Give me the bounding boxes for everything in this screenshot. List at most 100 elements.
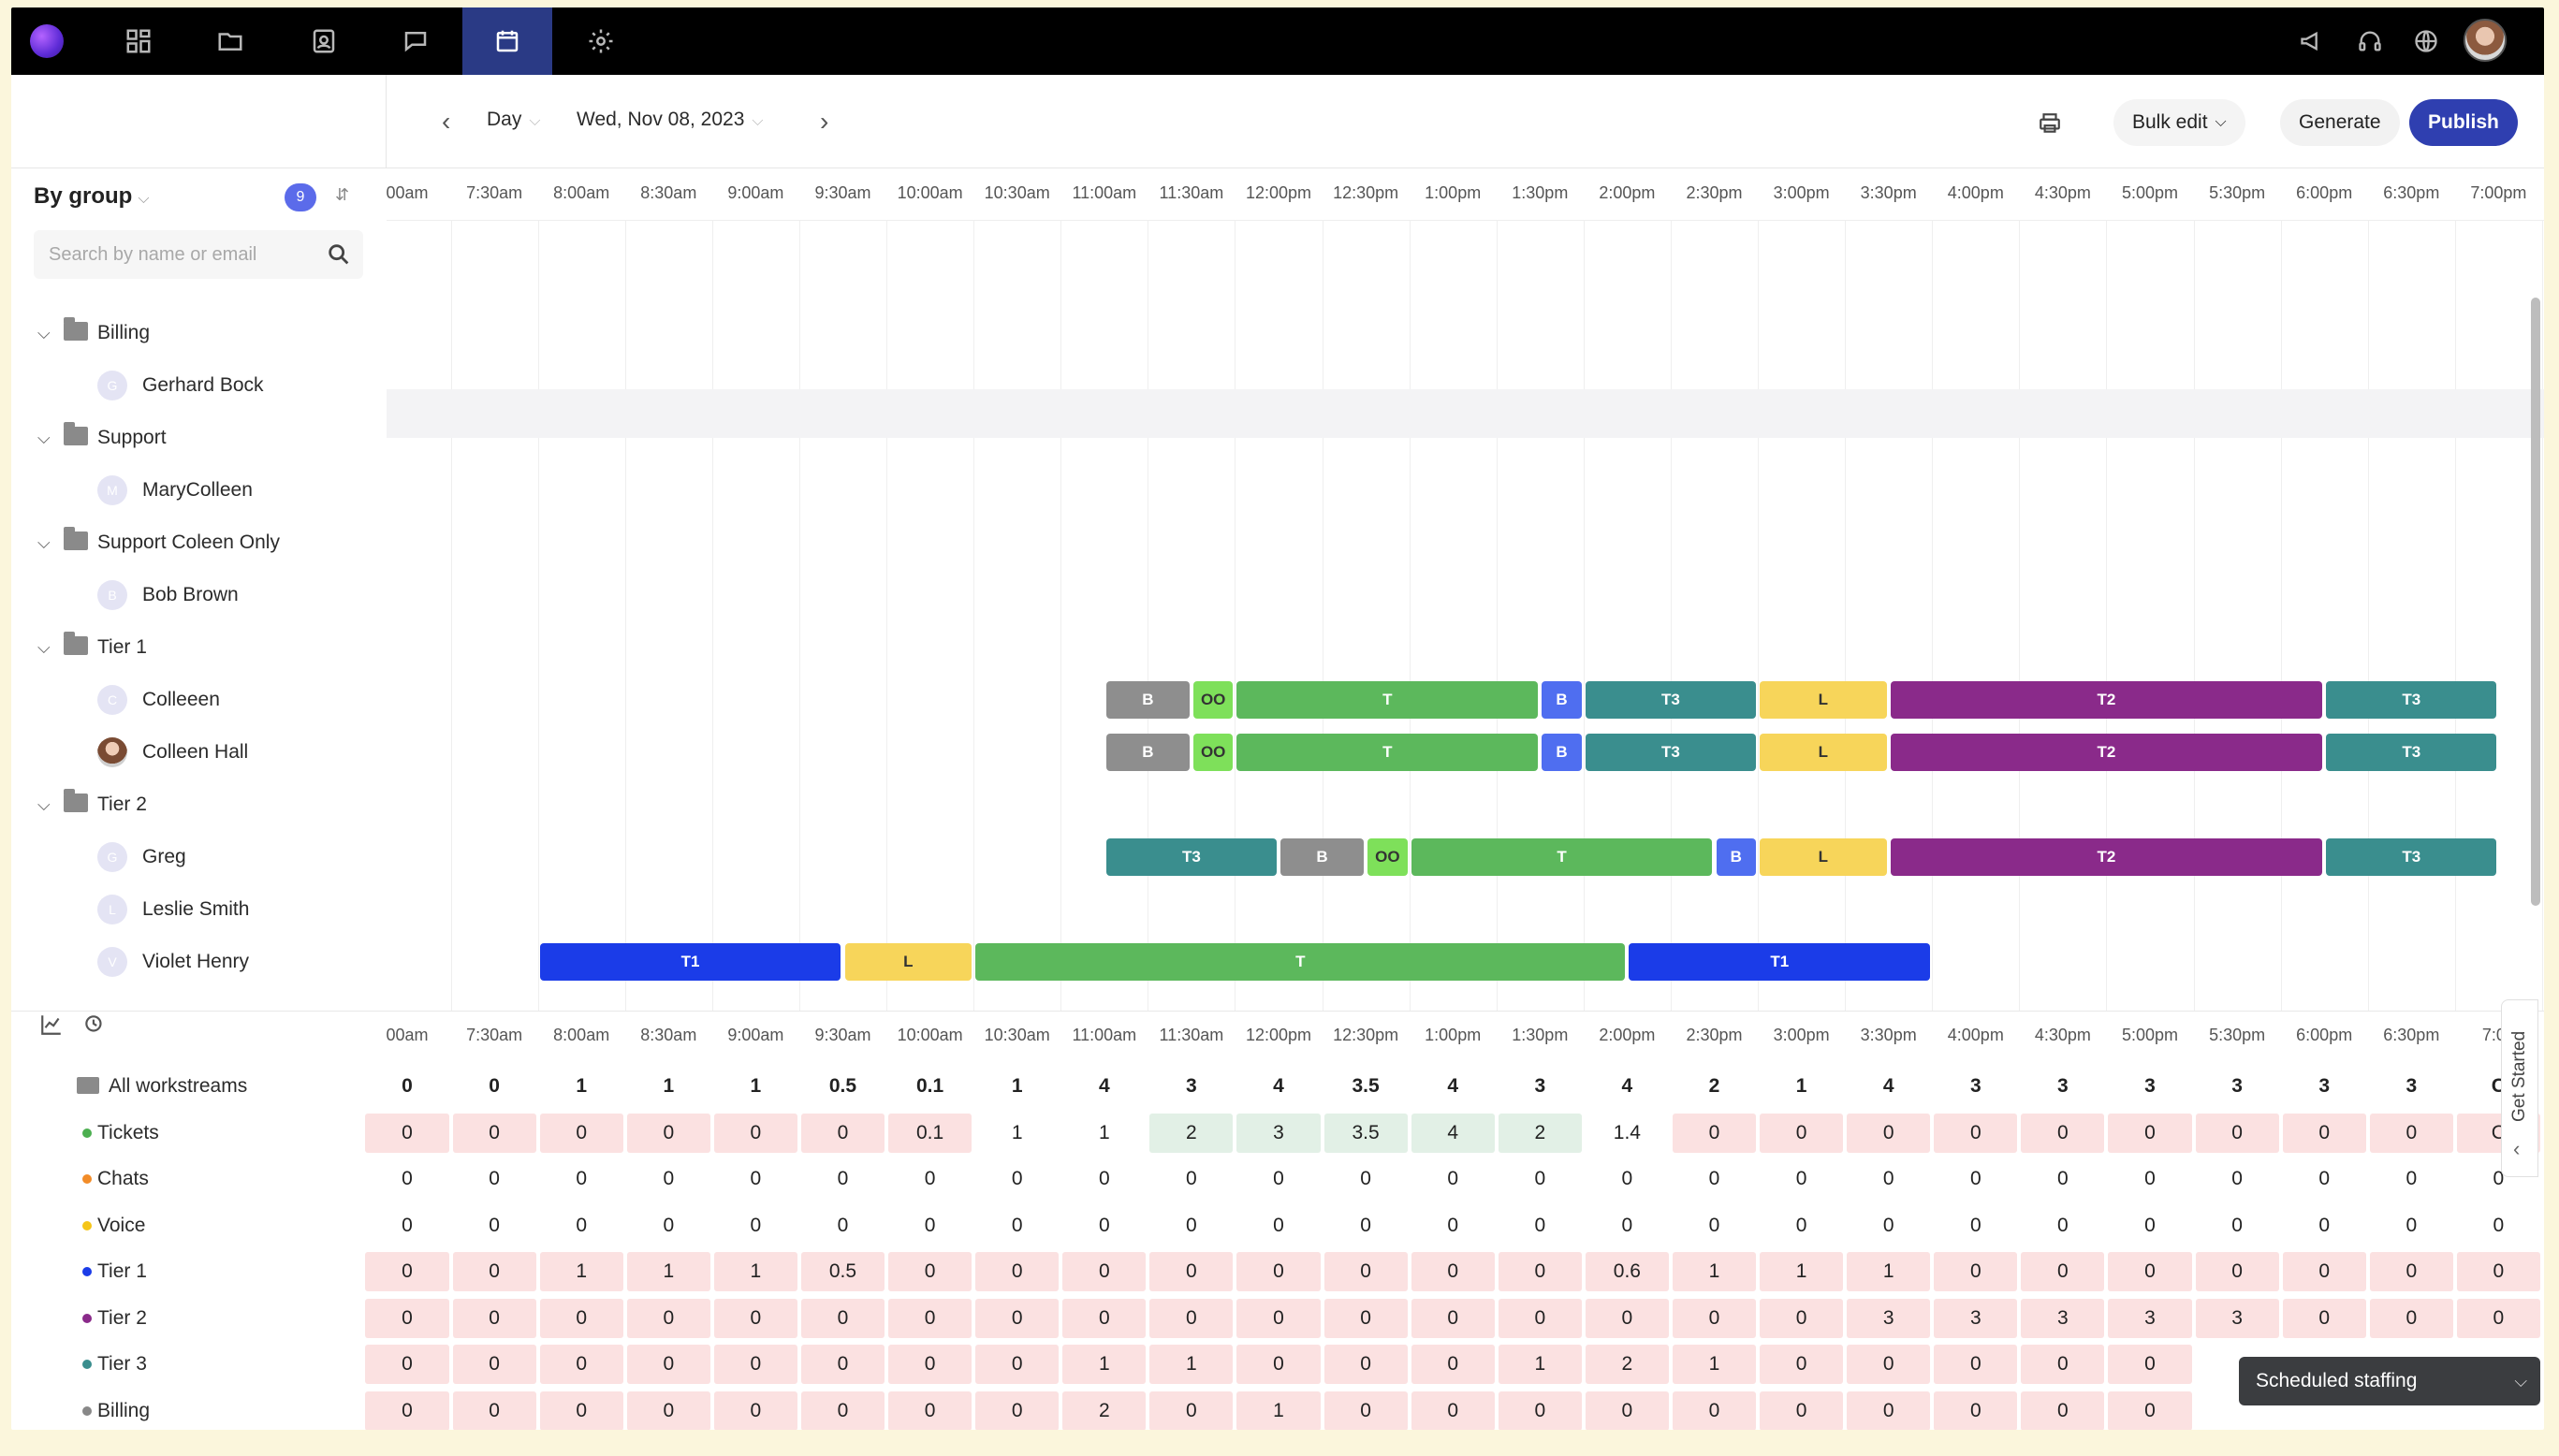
tree-person-row[interactable]: Colleen Hall [11, 726, 386, 779]
group-by-dropdown[interactable]: By group ⌵ [34, 183, 149, 210]
shift-block[interactable]: L [844, 943, 972, 981]
publish-button[interactable]: Publish [2409, 99, 2518, 146]
time-label: 2:00pm [1599, 1026, 1656, 1044]
generate-button[interactable]: Generate [2280, 99, 2400, 146]
shift-block[interactable]: T1 [1629, 943, 1931, 981]
bulk-edit-button[interactable]: Bulk edit ⌵ [2113, 99, 2245, 146]
shift-block[interactable]: T2 [1890, 681, 2323, 719]
scheduled-staffing-select[interactable]: Scheduled staffing ⌵ [2239, 1357, 2540, 1405]
shift-block[interactable]: B [1280, 838, 1365, 876]
tree-group-row[interactable]: ⌵ Tier 2 [11, 779, 386, 831]
shift-block[interactable]: B [1716, 838, 1757, 876]
staffing-cell: 0 [1062, 1298, 1147, 1338]
dashboard-icon[interactable] [94, 7, 183, 75]
shift-block[interactable]: OO [1367, 838, 1408, 876]
search-icon[interactable] [326, 241, 352, 268]
collapse-all-icon[interactable]: ⇵ [335, 185, 350, 204]
shift-block[interactable]: OO [1192, 681, 1234, 719]
staffing-cell: 0 [1847, 1345, 1931, 1384]
shift-block[interactable]: L [1760, 838, 1887, 876]
shift-block[interactable]: B [1105, 681, 1190, 719]
tree-person-row[interactable]: C Colleeen [11, 674, 386, 726]
scheduled-staffing-label: Scheduled staffing [2256, 1370, 2418, 1391]
shift-block[interactable]: T [1236, 734, 1539, 771]
time-label: 00am [387, 183, 429, 202]
generate-label: Generate [2299, 111, 2381, 133]
shift-block[interactable]: B [1105, 734, 1190, 771]
tree-group-row[interactable]: ⌵ Support [11, 412, 386, 464]
shift-block[interactable]: T [1411, 838, 1713, 876]
tree-person-row[interactable]: G Gerhard Bock [11, 359, 386, 412]
staffing-cell: 3 [2057, 1075, 2069, 1097]
megaphone-icon[interactable] [2295, 24, 2329, 58]
headset-icon[interactable] [2353, 24, 2387, 58]
staffing-cell: 0 [1760, 1345, 1844, 1384]
staffing-cell: 3.5 [1323, 1113, 1408, 1153]
contacts-icon[interactable] [279, 7, 369, 75]
view-mode-select[interactable]: Day ⌵ [487, 109, 541, 131]
shift-block[interactable]: B [1542, 681, 1582, 719]
date-picker-select[interactable]: Wed, Nov 08, 2023 ⌵ [577, 109, 764, 131]
staffing-cell: 0 [626, 1390, 710, 1430]
time-label: 4:30pm [2034, 183, 2091, 202]
shift-block[interactable]: T2 [1890, 838, 2323, 876]
next-day-chevron-icon[interactable]: › [820, 107, 829, 136]
user-avatar[interactable] [2464, 19, 2507, 62]
shift-block[interactable]: L [1760, 734, 1887, 771]
folder-icon[interactable] [185, 7, 275, 75]
staffing-cell: 0 [2493, 1168, 2505, 1189]
shift-block[interactable]: T3 [2326, 681, 2497, 719]
shift-block[interactable]: L [1760, 681, 1887, 719]
settings-icon[interactable] [556, 7, 646, 75]
shift-block[interactable]: T [1236, 681, 1539, 719]
tree-group-row[interactable]: ⌵ Billing [11, 307, 386, 359]
tree-person-row[interactable]: L Leslie Smith [11, 883, 386, 936]
view-mode-label: Day [487, 109, 522, 130]
chevron-down-icon[interactable]: ⌵ [37, 794, 51, 814]
tree-group-row[interactable]: ⌵ Tier 1 [11, 621, 386, 674]
grid-line [1670, 221, 1672, 1011]
chevron-down-icon[interactable]: ⌵ [37, 323, 51, 342]
shift-block[interactable]: T3 [2326, 734, 2497, 771]
time-label: 10:30am [984, 183, 1050, 202]
shift-block[interactable]: T3 [1585, 734, 1757, 771]
staffing-cell: 0 [1760, 1113, 1844, 1153]
logo-icon[interactable] [30, 24, 64, 58]
chevron-down-icon[interactable]: ⌵ [37, 532, 51, 552]
staffing-cell: 0 [2108, 1252, 2192, 1291]
group-label: Support Coleen Only [97, 531, 280, 553]
shift-block[interactable]: T1 [539, 943, 841, 981]
grid-line [2280, 221, 2282, 1011]
chevron-down-icon[interactable]: ⌵ [37, 637, 51, 657]
person-name: Leslie Smith [142, 898, 250, 920]
shift-block[interactable]: T2 [1890, 734, 2323, 771]
get-started-tab[interactable]: Get Started ‹ [2501, 999, 2538, 1177]
shift-block[interactable]: B [1542, 734, 1582, 771]
shift-block[interactable]: OO [1192, 734, 1234, 771]
shift-block[interactable]: T [975, 943, 1626, 981]
shift-block[interactable]: T3 [1585, 681, 1757, 719]
time-settings-icon[interactable] [82, 1012, 110, 1041]
tree-person-row[interactable]: B Bob Brown [11, 569, 386, 621]
staffing-cell: 4 [1098, 1075, 1110, 1097]
chevron-down-icon[interactable]: ⌵ [37, 428, 51, 447]
calendar-icon[interactable] [462, 7, 552, 75]
shift-block[interactable]: T3 [1105, 838, 1277, 876]
grid-line [624, 221, 626, 1011]
filter-count-badge[interactable]: 9 [285, 183, 316, 211]
chart-icon[interactable] [39, 1012, 67, 1041]
staffing-cell: 0 [1708, 1168, 1720, 1189]
staffing-cell: 1 [1149, 1345, 1234, 1384]
tree-person-row[interactable]: V Violet Henry [11, 936, 386, 988]
shift-block[interactable]: T3 [2326, 838, 2497, 876]
vertical-scrollbar[interactable] [2531, 298, 2540, 906]
tree-group-row[interactable]: ⌵ Support Coleen Only [11, 517, 386, 569]
tree-person-row[interactable]: M MaryColleen [11, 464, 386, 517]
tree-person-row[interactable]: G Greg [11, 831, 386, 883]
previous-day-chevron-icon[interactable]: ‹ [442, 107, 451, 136]
print-icon[interactable] [2033, 107, 2067, 140]
search-input[interactable] [49, 241, 320, 268]
chat-icon[interactable] [371, 7, 461, 75]
staffing-cell: 0 [2057, 1168, 2069, 1189]
globe-icon[interactable] [2409, 24, 2443, 58]
